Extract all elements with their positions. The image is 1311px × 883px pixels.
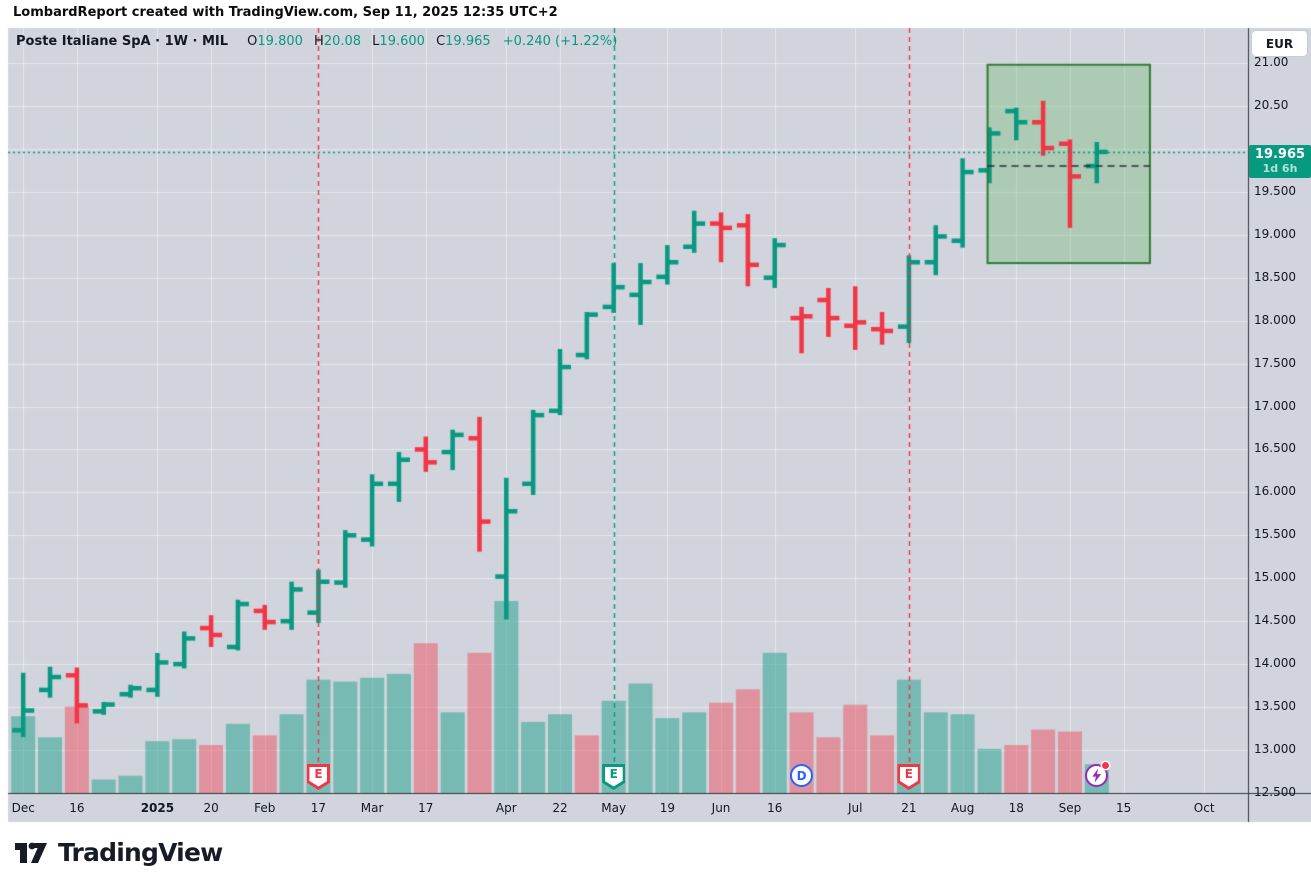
time-tick-label: 18 bbox=[1008, 801, 1024, 815]
time-tick-label: 17 bbox=[310, 801, 327, 815]
price-tick-label: 16.500 bbox=[1254, 441, 1296, 456]
bar-countdown: 1d 6h bbox=[1262, 162, 1298, 175]
price-tick-label: 17.000 bbox=[1254, 398, 1296, 413]
legend-low-label: L bbox=[372, 34, 380, 49]
price-tick-label: 16.000 bbox=[1254, 484, 1296, 499]
price-tick-label: 19.000 bbox=[1254, 226, 1296, 241]
last-price-value: 19.965 bbox=[1254, 147, 1306, 162]
time-tick-label: Aug bbox=[950, 801, 975, 815]
price-tick-label: 14.000 bbox=[1254, 656, 1296, 671]
price-tick-label: 18.000 bbox=[1254, 312, 1296, 327]
time-tick-label: Feb bbox=[254, 801, 276, 815]
earnings-badge-icon[interactable]: E bbox=[306, 764, 330, 790]
time-tick-label: Mar bbox=[360, 801, 384, 815]
legend-high-value: 20.08 bbox=[323, 34, 362, 49]
price-tick-label: 18.500 bbox=[1254, 269, 1296, 284]
price-tick-label: 19.500 bbox=[1254, 183, 1296, 198]
time-tick-label: 17 bbox=[418, 801, 434, 815]
flash-news-badge-icon[interactable] bbox=[1085, 762, 1110, 787]
price-tick-label: 15.500 bbox=[1254, 527, 1296, 542]
price-tick-label: 13.500 bbox=[1254, 699, 1296, 714]
legend-low-value: 19.600 bbox=[379, 34, 425, 49]
time-tick-label: Apr bbox=[495, 801, 517, 815]
time-tick-label: 16 bbox=[767, 801, 783, 815]
earnings-badge-icon[interactable]: E bbox=[897, 764, 921, 790]
time-tick-label: Jul bbox=[847, 801, 863, 815]
earnings-badge-icon[interactable]: E bbox=[602, 764, 626, 790]
time-tick-label: 15 bbox=[1115, 801, 1132, 815]
last-price-label: 19.965 1d 6h bbox=[1249, 145, 1311, 178]
price-tick-label: 21.00 bbox=[1254, 55, 1289, 69]
price-tick-label: 13.000 bbox=[1254, 742, 1296, 757]
legend-close-label: C bbox=[436, 34, 446, 49]
price-tick-label: 15.000 bbox=[1254, 570, 1296, 585]
time-tick-label: Jun bbox=[711, 801, 731, 815]
legend-open-value: 19.800 bbox=[257, 34, 303, 49]
attribution-bar: LombardReport created with TradingView.c… bbox=[13, 5, 558, 20]
price-tick-label: 17.500 bbox=[1254, 355, 1296, 370]
currency-button[interactable]: EUR bbox=[1252, 31, 1307, 56]
time-tick-label: Oct bbox=[1193, 801, 1215, 815]
time-tick-label: Dec bbox=[11, 801, 35, 815]
time-tick-label: May bbox=[601, 801, 627, 815]
time-tick-label: 22 bbox=[552, 801, 568, 815]
price-tick-label: 12.500 bbox=[1254, 784, 1296, 799]
legend-high-label: H bbox=[314, 34, 324, 49]
footer: TradingView bbox=[13, 838, 223, 867]
time-tick-label: 19 bbox=[659, 801, 675, 815]
legend-close-value: 19.965 bbox=[445, 34, 491, 49]
tradingview-logo-icon[interactable] bbox=[13, 839, 49, 867]
time-tick-label: Sep bbox=[1058, 801, 1082, 815]
time-tick-label: 16 bbox=[69, 801, 85, 815]
price-tick-label: 20.50 bbox=[1254, 97, 1289, 112]
time-tick-label: 21 bbox=[901, 801, 917, 815]
time-tick-label: 2025 bbox=[140, 801, 175, 815]
time-tick-label: 20 bbox=[203, 801, 219, 815]
tradingview-wordmark[interactable]: TradingView bbox=[58, 838, 223, 867]
legend-symbol: Poste Italiane SpA · 1W · MIL bbox=[16, 34, 229, 49]
legend-open-label: O bbox=[247, 34, 258, 49]
attribution-text: LombardReport created with TradingView.c… bbox=[13, 5, 558, 20]
legend-change: +0.240 (+1.22%) bbox=[502, 34, 618, 49]
dividend-badge-icon[interactable]: D bbox=[790, 764, 814, 787]
chart-legend: Poste Italiane SpA · 1W · MIL O19.800 H2… bbox=[16, 34, 617, 49]
price-tick-label: 14.500 bbox=[1254, 613, 1296, 628]
